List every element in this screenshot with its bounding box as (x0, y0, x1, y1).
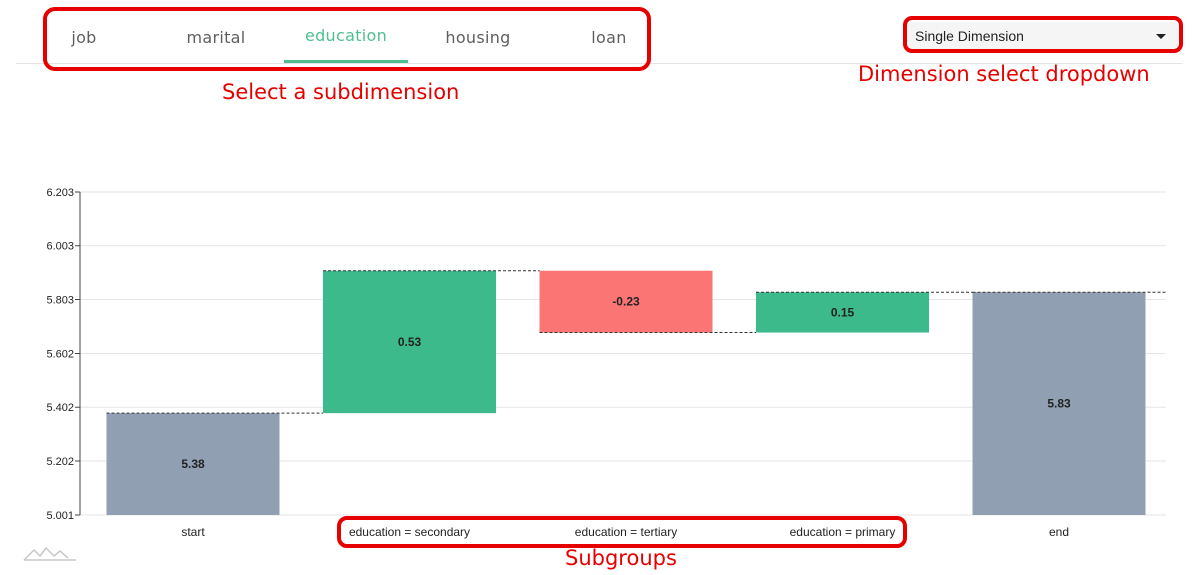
dropdown-callout-box (903, 16, 1183, 53)
subdimension-tabs: job marital education housing loan (46, 10, 648, 68)
waterfall-bar-3 (756, 292, 929, 333)
waterfall-bar-1 (323, 270, 496, 414)
dropdown-value: Single Dimension (915, 28, 1024, 44)
bar-value-label: 0.15 (831, 305, 855, 319)
bar-value-label: -0.23 (612, 295, 640, 309)
x-category-label: education = tertiary (575, 525, 677, 539)
y-tick-label: 5.803 (46, 294, 74, 306)
waterfall-bar-4 (972, 292, 1146, 515)
active-tab-indicator (284, 60, 408, 63)
x-category-label: end (1049, 525, 1069, 539)
x-category-label: education = primary (790, 525, 896, 539)
annotation-dimension-dropdown: Dimension select dropdown (858, 62, 1150, 86)
y-tick-label: 5.602 (46, 349, 74, 361)
header-divider (16, 63, 1182, 64)
dimension-select-dropdown[interactable]: Single Dimension (908, 22, 1178, 50)
tab-education[interactable]: education (304, 26, 388, 45)
bar-value-label: 0.53 (398, 335, 422, 349)
x-category-label: education = secondary (349, 525, 470, 539)
tab-job[interactable]: job (71, 28, 97, 47)
waterfall-bar-0 (106, 413, 280, 515)
caret-down-icon (1156, 34, 1166, 39)
y-tick-label: 6.203 (46, 187, 74, 199)
bar-value-label: 5.38 (181, 457, 205, 471)
brand-logo-icon (23, 546, 76, 561)
tab-marital[interactable]: marital (186, 28, 246, 47)
x-category-label: start (181, 525, 205, 539)
y-tick-label: 6.003 (46, 241, 74, 253)
subgroups-callout-box (337, 516, 907, 548)
annotation-subgroups: Subgroups (565, 546, 677, 570)
y-tick-label: 5.402 (46, 402, 74, 414)
tab-housing[interactable]: housing (445, 28, 511, 47)
tab-loan[interactable]: loan (591, 28, 627, 47)
annotation-select-subdimension: Select a subdimension (222, 80, 460, 104)
bar-value-label: 5.83 (1047, 397, 1071, 411)
y-tick-label: 5.001 (46, 510, 74, 522)
waterfall-bar-2 (539, 270, 713, 333)
tabs-callout-box (43, 7, 651, 71)
y-tick-label: 5.202 (46, 456, 74, 468)
